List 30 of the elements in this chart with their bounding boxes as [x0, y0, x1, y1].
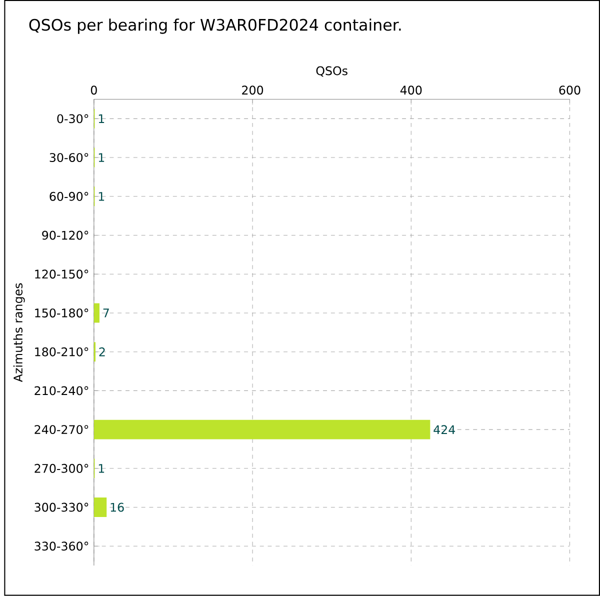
y-tick-label: 240-270°	[34, 425, 88, 434]
data-label: 1	[98, 153, 104, 162]
y-tick-label: 210-240°	[34, 386, 88, 396]
x-tick-label: 0	[90, 86, 97, 95]
bar	[94, 498, 107, 518]
data-label: 1	[98, 464, 104, 473]
y-axis-title: Azimuths ranges	[13, 283, 25, 382]
y-tick-label: 0-30°	[57, 114, 88, 124]
x-tick-label: 200	[242, 86, 264, 95]
data-label: 7	[103, 308, 109, 318]
data-label: 424	[434, 425, 456, 434]
data-label: 1	[98, 192, 104, 201]
y-tick-label: 120-150°	[35, 270, 88, 279]
data-label: 2	[99, 348, 105, 356]
y-tick-label: 60-90°	[50, 192, 88, 201]
x-tick-label: 600	[559, 86, 580, 95]
y-tick-label: 270-300°	[34, 464, 88, 473]
y-tick-label: 330-360°	[34, 542, 88, 551]
x-tick-label: 400	[400, 86, 422, 95]
y-tick-label: 150-180°	[35, 308, 88, 318]
bar	[94, 420, 430, 440]
data-label: 16	[110, 502, 124, 512]
x-axis-title: QSOs	[316, 66, 348, 77]
y-tick-label: 180-210°	[35, 347, 88, 356]
y-tick-label: 300-330°	[34, 502, 88, 512]
chart-title: QSOs per bearing for W3AR0FD2024 container.	[29, 18, 401, 34]
bar	[94, 303, 100, 323]
y-tick-label: 30-60°	[50, 153, 88, 162]
y-tick-label: 90-120°	[42, 230, 88, 240]
data-label: 1	[98, 114, 104, 124]
